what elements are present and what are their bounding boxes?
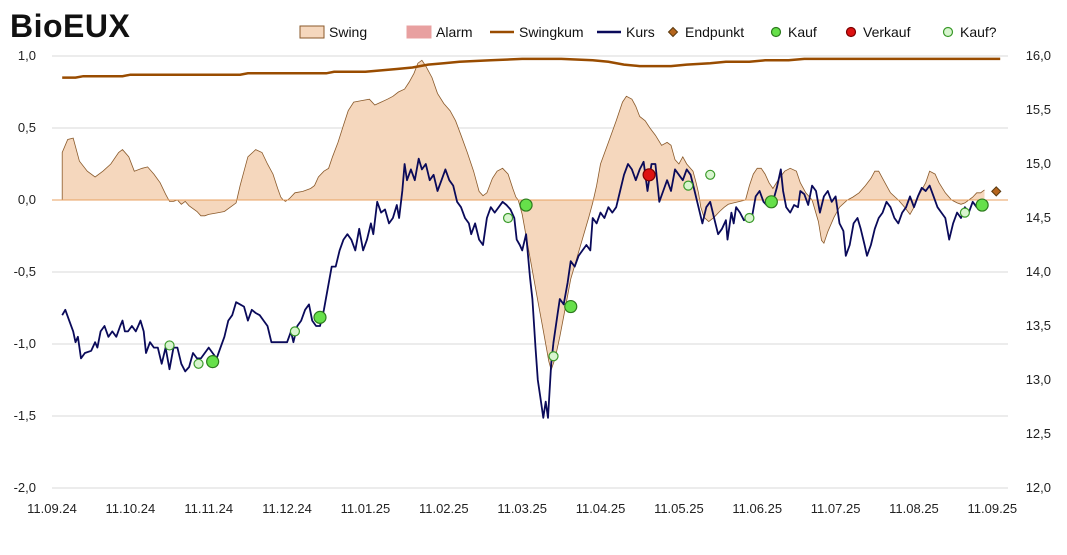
y-right-tick-4: 14,0 — [1026, 264, 1051, 279]
swing-outline — [61, 59, 985, 372]
y-left-tick-5: -1,5 — [14, 408, 36, 423]
legend-swatch-verkauf — [845, 26, 857, 38]
y-left-tick-3: -0,5 — [14, 264, 36, 279]
marker-endpunkt — [991, 186, 1002, 197]
swing-area — [62, 60, 985, 370]
y-right-tick-2: 15,0 — [1026, 156, 1051, 171]
marker-kauf-maybe-5 — [502, 212, 514, 224]
marker-kauf-maybe-12 — [744, 212, 755, 224]
y-right-tick-3: 14,5 — [1026, 210, 1051, 225]
legend-label-kauf_q: Kauf? — [960, 24, 997, 40]
legend-swatch-endpunkt — [667, 26, 679, 38]
marker-verkauf-9 — [642, 168, 656, 182]
marker-kauf-maybe-3 — [289, 326, 301, 337]
marker-kauf-maybe-1 — [193, 358, 204, 369]
marker-kauf-maybe-10 — [683, 180, 694, 191]
marker-kauf-maybe-0 — [164, 340, 175, 351]
x-tick-12: 11.09.25 — [968, 501, 1018, 516]
chart-title: BioEUX — [10, 8, 131, 44]
legend-label-kauf: Kauf — [788, 24, 817, 40]
x-tick-2: 11.11.24 — [184, 501, 233, 516]
y-right-tick-0: 16,0 — [1026, 48, 1051, 63]
y-left-tick-4: -1,0 — [14, 336, 36, 351]
x-tick-6: 11.03.25 — [497, 501, 547, 516]
x-tick-5: 11.02.25 — [419, 501, 469, 516]
legend-label-alarm: Alarm — [436, 24, 473, 40]
x-tick-4: 11.01.25 — [341, 501, 391, 516]
legend-item-swing: Swing — [299, 24, 367, 40]
legend-item-alarm: Alarm — [406, 24, 473, 40]
y-right-tick-8: 12,0 — [1026, 480, 1051, 495]
y-left-tick-1: 0,5 — [18, 120, 36, 135]
legend-item-kauf_q: Kauf? — [942, 24, 997, 40]
legend-item-swingkum: Swingkum — [490, 24, 584, 40]
marker-kauf-15 — [975, 198, 989, 212]
x-tick-9: 11.06.25 — [732, 501, 782, 516]
legend-item-endpunkt: Endpunkt — [667, 24, 744, 40]
marker-kauf-maybe-7 — [548, 351, 559, 362]
x-tick-10: 11.07.25 — [811, 501, 861, 516]
x-tick-3: 11.12.24 — [262, 501, 312, 516]
legend-swatch-swing — [299, 25, 325, 39]
y-right-tick-1: 15,5 — [1026, 102, 1051, 117]
swingkum-line — [62, 57, 1001, 79]
marker-kauf-13 — [764, 195, 778, 209]
legend-label-swing: Swing — [329, 24, 367, 40]
y-right-tick-5: 13,5 — [1026, 318, 1051, 333]
x-tick-7: 11.04.25 — [576, 501, 626, 516]
kurs-line — [61, 157, 986, 419]
legend-item-verkauf: Verkauf — [845, 24, 911, 40]
x-tick-0: 11.09.24 — [27, 501, 77, 516]
marker-kauf-4 — [313, 310, 327, 324]
y-left-tick-0: 1,0 — [18, 48, 36, 63]
marker-kauf-maybe-14 — [959, 207, 971, 218]
x-tick-8: 11.05.25 — [654, 501, 704, 516]
marker-kauf-maybe-11 — [705, 169, 716, 180]
y-right-tick-6: 13,0 — [1026, 372, 1051, 387]
y-left-tick-6: -2,0 — [14, 480, 36, 495]
legend-label-swingkum: Swingkum — [519, 24, 584, 40]
legend-swatch-alarm — [406, 25, 432, 39]
marker-kauf-6 — [519, 198, 533, 212]
legend-label-verkauf: Verkauf — [863, 24, 911, 40]
marker-kauf-2 — [206, 355, 220, 369]
legend-label-endpunkt: Endpunkt — [685, 24, 744, 40]
x-tick-11: 11.08.25 — [889, 501, 939, 516]
legend-swatch-kauf_q — [942, 26, 954, 38]
legend-swatch-kauf — [770, 26, 782, 38]
legend-item-kauf: Kauf — [770, 24, 817, 40]
legend-item-kurs: Kurs — [597, 24, 655, 40]
y-right-tick-7: 12,5 — [1026, 426, 1051, 441]
y-left-tick-2: 0,0 — [18, 192, 36, 207]
legend-label-kurs: Kurs — [626, 24, 655, 40]
x-tick-1: 11.10.24 — [106, 501, 156, 516]
marker-kauf-8 — [564, 299, 578, 314]
